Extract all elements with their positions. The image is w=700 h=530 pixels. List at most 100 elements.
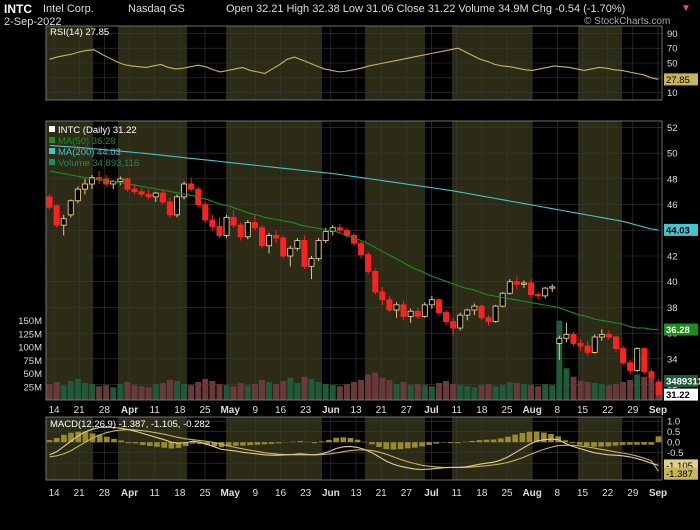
macd-histogram-bar bbox=[68, 432, 74, 443]
volume-bar bbox=[400, 382, 407, 400]
x-tick-label: 27 bbox=[401, 488, 413, 499]
candle-body bbox=[372, 270, 379, 293]
rsi-tick-label: 10 bbox=[667, 88, 678, 99]
macd-line bbox=[49, 426, 659, 471]
candle-body bbox=[188, 183, 195, 190]
x-tick-label: 15 bbox=[577, 405, 589, 416]
macd-histogram-bar bbox=[53, 438, 60, 443]
panel-frame bbox=[45, 25, 663, 101]
x-tick-label: 11 bbox=[451, 405, 462, 416]
macd-histogram-bar bbox=[211, 442, 218, 447]
candle-body bbox=[322, 231, 329, 242]
volume-bar bbox=[46, 384, 53, 400]
macd-histogram-bar bbox=[311, 442, 318, 444]
volume-bar bbox=[244, 385, 251, 400]
x-tick-label: 23 bbox=[300, 405, 312, 416]
candle-body bbox=[336, 227, 343, 231]
candle-body bbox=[60, 218, 67, 226]
indicator-lines bbox=[49, 47, 659, 472]
macd-histogram-bar bbox=[347, 438, 354, 443]
candle-body bbox=[492, 305, 499, 323]
macd-histogram-bar bbox=[648, 442, 655, 445]
candle-body bbox=[145, 193, 152, 198]
x-tick-label: Jun bbox=[322, 405, 340, 416]
candle-body bbox=[202, 204, 209, 221]
macd-histogram-bar bbox=[75, 431, 82, 443]
macd-histogram-bar bbox=[526, 431, 533, 443]
x-tick-label: 16 bbox=[275, 488, 287, 499]
macd-histogram-bar bbox=[147, 442, 153, 446]
x-tick-label: 28 bbox=[99, 405, 111, 416]
ma200-value-tag bbox=[664, 223, 698, 236]
rsi-legend: RSI(14) 27.85 bbox=[50, 27, 109, 38]
x-tick-label: 16 bbox=[275, 405, 287, 416]
volume-bar bbox=[53, 382, 60, 400]
week-band bbox=[226, 121, 322, 400]
candle-body bbox=[620, 348, 627, 364]
legend-entry: MA(50) 36.28 bbox=[58, 136, 116, 147]
macd-histogram-bar bbox=[354, 439, 361, 443]
price-candles bbox=[46, 171, 662, 397]
volume-bar bbox=[605, 385, 612, 400]
volume-bar bbox=[414, 384, 421, 400]
volume-tick-label: 75M bbox=[24, 356, 43, 367]
macd-histogram-bar bbox=[455, 442, 461, 444]
x-tick-label: 23 bbox=[300, 488, 312, 499]
ma200-value-label: 44.03 bbox=[666, 225, 690, 236]
candle-body bbox=[209, 219, 216, 227]
down-arrow-icon: ▼ bbox=[681, 3, 691, 14]
candle-body bbox=[528, 282, 535, 296]
candle-body bbox=[46, 196, 53, 208]
macd-histogram-bar bbox=[132, 442, 139, 444]
x-tick-label: 18 bbox=[476, 488, 488, 499]
volume-bar bbox=[216, 384, 223, 400]
volume-bar bbox=[351, 382, 357, 400]
candle-body bbox=[237, 224, 244, 238]
macd-histogram-bar bbox=[576, 442, 583, 445]
ohlc-summary: Open 32.21 High 32.38 Low 31.06 Close 31… bbox=[226, 3, 626, 15]
volume-bar bbox=[195, 382, 202, 400]
volume-bar bbox=[372, 372, 379, 400]
volume-bar bbox=[266, 382, 273, 400]
x-tick-label: 8 bbox=[555, 488, 561, 499]
volume-bar bbox=[648, 378, 655, 400]
volume-bar bbox=[336, 386, 343, 400]
macd-value-label: -1.105 bbox=[666, 461, 693, 472]
candle-body bbox=[294, 240, 301, 249]
macd-histogram-bar bbox=[469, 440, 476, 443]
volume-bar bbox=[159, 383, 166, 400]
volume-bar bbox=[450, 384, 457, 400]
volume-bar bbox=[315, 382, 322, 400]
volume-bar bbox=[258, 379, 265, 400]
signal-value-tag bbox=[664, 467, 698, 480]
candle-body bbox=[386, 299, 393, 311]
week-band bbox=[578, 121, 622, 400]
candle-body bbox=[152, 192, 159, 198]
legend-swatch bbox=[49, 137, 55, 143]
candle-body bbox=[89, 177, 96, 185]
candle-body bbox=[478, 305, 485, 319]
volume-bar bbox=[230, 386, 237, 400]
macd-histogram-bar bbox=[369, 442, 375, 445]
volume-bar bbox=[407, 385, 414, 400]
volume-bar bbox=[74, 378, 81, 400]
volume-bar bbox=[563, 368, 570, 400]
candle-body bbox=[74, 188, 81, 202]
candle-body bbox=[556, 337, 563, 344]
candle-body bbox=[117, 178, 124, 182]
volume-bar bbox=[131, 385, 138, 400]
volume-bar bbox=[251, 384, 258, 400]
legend-swatch bbox=[49, 148, 55, 154]
macd-histogram-bar bbox=[326, 439, 332, 443]
volume-bar bbox=[152, 384, 159, 400]
macd-histogram-bar bbox=[533, 431, 540, 443]
week-band bbox=[452, 121, 532, 400]
volume-bar bbox=[641, 376, 648, 400]
volume-bar bbox=[584, 382, 591, 400]
macd-histogram-bar bbox=[404, 442, 411, 449]
macd-histogram-bar bbox=[154, 442, 160, 447]
macd-histogram-bar bbox=[626, 442, 633, 445]
candle-body bbox=[159, 192, 166, 203]
macd-histogram-bar bbox=[569, 442, 576, 444]
candle-body bbox=[138, 191, 145, 195]
